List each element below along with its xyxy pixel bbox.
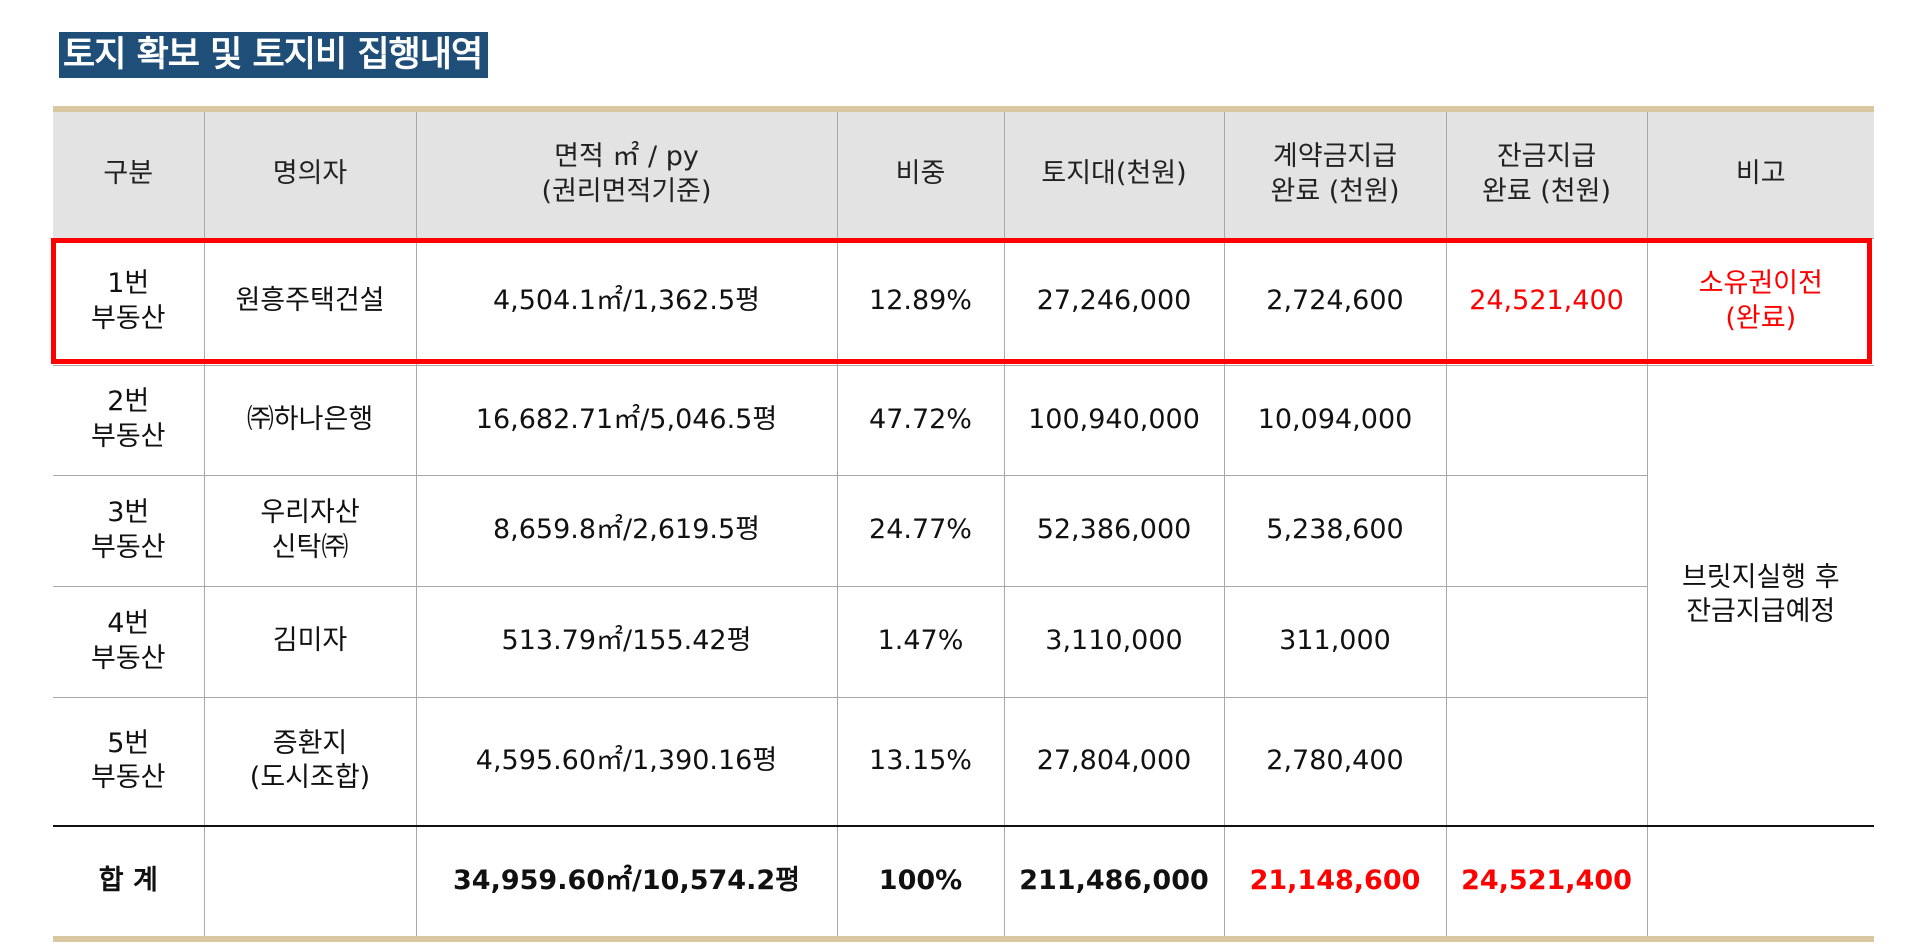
table-row: 1번 부동산 원흥주택건설 4,504.1㎡/1,362.5평 12.89% 27… [53, 237, 1874, 366]
header-gubun: 구분 [53, 106, 205, 239]
cell-ratio: 47.72% [836, 364, 1005, 476]
cell-land-price: 100,940,000 [1003, 364, 1225, 476]
cell-gubun: 3번 부동산 [53, 474, 205, 587]
cell-area: 513.79㎡/155.42평 [415, 585, 838, 698]
cell-area: 8,659.8㎡/2,619.5평 [415, 474, 838, 587]
table-row: 2번 부동산 ㈜하나은행 16,682.71㎡/5,046.5평 47.72% 1… [53, 364, 1874, 827]
total-ratio: 100% [836, 825, 1005, 942]
cell-gubun: 2번 부동산 [53, 364, 205, 476]
cell-balance [1445, 364, 1648, 476]
cell-owner: 원흥주택건설 [203, 237, 417, 366]
cell-ratio: 13.15% [836, 696, 1005, 827]
cell-deposit: 2,724,600 [1223, 237, 1447, 366]
total-owner [203, 825, 417, 942]
header-owner: 명의자 [203, 106, 417, 239]
cell-balance [1445, 585, 1647, 698]
header-ratio: 비중 [836, 106, 1005, 239]
cell-merged-note: 브릿지실행 후 잔금지급예정 [1646, 364, 1874, 827]
total-note [1646, 825, 1874, 942]
cell-owner: ㈜하나은행 [203, 364, 417, 476]
header-area: 면적 ㎡ / py (권리면적기준) [415, 106, 838, 239]
header-deposit: 계약금지급 완료 (천원) [1223, 106, 1447, 239]
cell-land-price: 27,804,000 [1003, 696, 1225, 827]
header-land-price: 토지대(천원) [1003, 106, 1225, 239]
cell-gubun: 4번 부동산 [53, 585, 205, 698]
cell-deposit: 10,094,000 [1223, 364, 1447, 476]
land-expenditure-table: 구분 명의자 면적 ㎡ / py (권리면적기준) 비중 토지대(천원) 계약금지… [53, 106, 1874, 942]
total-land-price: 211,486,000 [1003, 825, 1225, 942]
total-row: 합 계 34,959.60㎡/10,574.2평 100% 211,486,00… [53, 825, 1874, 942]
total-label: 합 계 [53, 825, 205, 942]
cell-note: 소유권이전 (완료) [1646, 237, 1874, 366]
cell-area: 4,504.1㎡/1,362.5평 [415, 237, 838, 366]
cell-gubun: 5번 부동산 [53, 696, 205, 827]
cell-ratio: 1.47% [836, 585, 1005, 698]
table-row: 4번 부동산 김미자 513.79㎡/155.42평 1.47% 3,110,00… [53, 585, 1874, 698]
table-row: 3번 부동산 우리자산 신탁㈜ 8,659.8㎡/2,619.5평 24.77% 5… [53, 474, 1874, 587]
cell-deposit: 2,780,400 [1223, 696, 1447, 827]
cell-area: 16,682.71㎡/5,046.5평 [415, 364, 838, 476]
cell-area: 4,595.60㎡/1,390.16평 [415, 696, 838, 827]
cell-balance [1445, 474, 1647, 587]
total-balance: 24,521,400 [1445, 825, 1648, 942]
cell-deposit: 5,238,600 [1223, 474, 1447, 587]
cell-owner: 증환지 (도시조합) [203, 696, 417, 827]
cell-balance [1445, 696, 1647, 827]
cell-balance: 24,521,400 [1445, 237, 1648, 366]
header-note: 비고 [1646, 106, 1874, 239]
header-balance: 잔금지급 완료 (천원) [1445, 106, 1648, 239]
total-deposit: 21,148,600 [1223, 825, 1447, 942]
total-area: 34,959.60㎡/10,574.2평 [415, 825, 838, 942]
cell-land-price: 52,386,000 [1003, 474, 1225, 587]
page-title: 토지 확보 및 토지비 집행내역 [59, 32, 489, 78]
cell-owner: 김미자 [203, 585, 417, 698]
cell-land-price: 27,246,000 [1003, 237, 1225, 366]
cell-ratio: 12.89% [836, 237, 1005, 366]
header-row: 구분 명의자 면적 ㎡ / py (권리면적기준) 비중 토지대(천원) 계약금지… [53, 106, 1874, 239]
cell-land-price: 3,110,000 [1003, 585, 1225, 698]
cell-owner: 우리자산 신탁㈜ [203, 474, 417, 587]
cell-gubun: 1번 부동산 [53, 237, 205, 366]
cell-deposit: 311,000 [1223, 585, 1447, 698]
table-row: 5번 부동산 증환지 (도시조합) 4,595.60㎡/1,390.16평 13.1… [53, 696, 1874, 827]
cell-ratio: 24.77% [836, 474, 1005, 587]
